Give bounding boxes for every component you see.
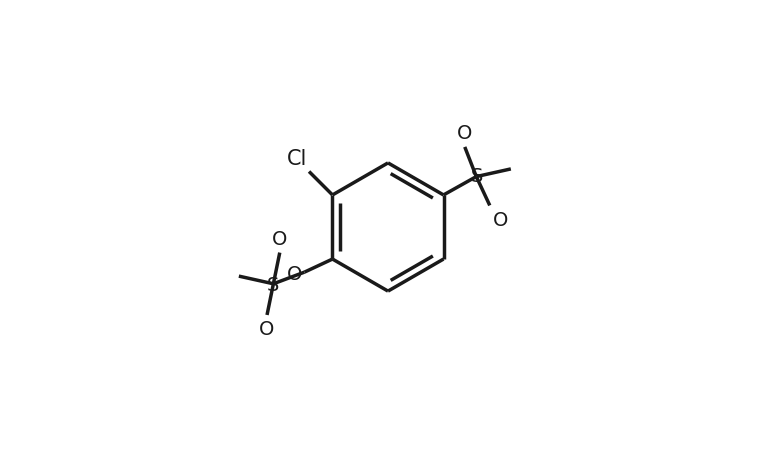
- Text: O: O: [259, 320, 275, 339]
- Text: Cl: Cl: [286, 149, 307, 169]
- Text: S: S: [471, 167, 483, 186]
- Text: O: O: [457, 124, 473, 143]
- Text: O: O: [287, 264, 303, 283]
- Text: O: O: [494, 210, 509, 229]
- Text: S: S: [267, 276, 279, 294]
- Text: O: O: [272, 230, 287, 248]
